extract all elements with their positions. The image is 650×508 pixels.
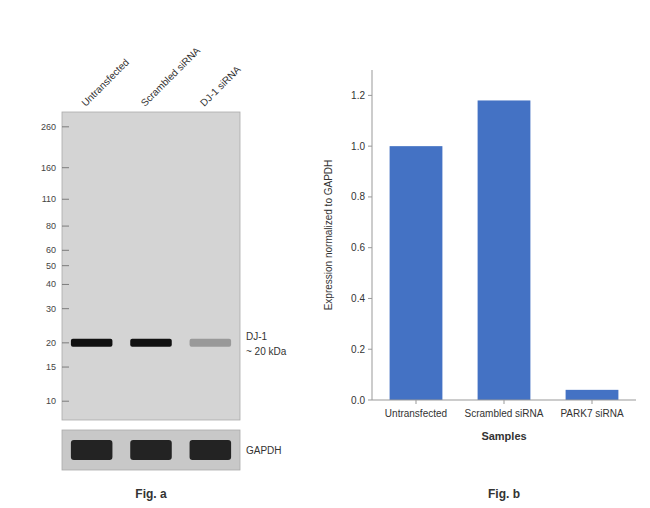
bars xyxy=(390,100,619,400)
y-tick-label: 0.6 xyxy=(351,242,365,253)
x-tick-label: PARK7 siRNA xyxy=(560,408,623,419)
ladder-label: 30 xyxy=(46,304,56,314)
x-tick xyxy=(416,400,417,404)
band xyxy=(130,339,172,347)
y-tick-label: 1.0 xyxy=(351,141,365,152)
lane-label: Scrambled siRNA xyxy=(139,45,203,109)
gapdh-band xyxy=(71,440,113,460)
y-tick xyxy=(368,95,372,96)
y-tick xyxy=(368,349,372,350)
lane-label: DJ-1 siRNA xyxy=(198,63,243,108)
bar xyxy=(390,146,443,400)
figure: 2601601108060504030201510UntransfectedSc… xyxy=(0,0,650,508)
ladder-tick xyxy=(62,265,69,266)
band xyxy=(71,339,113,347)
background xyxy=(0,0,650,508)
ladder-tick xyxy=(62,342,69,343)
gapdh-band xyxy=(190,440,232,460)
band xyxy=(190,339,232,347)
panel-label: Fig. b xyxy=(488,487,520,501)
annotation: DJ-1 xyxy=(246,331,268,342)
y-tick xyxy=(368,196,372,197)
ladder-label: 260 xyxy=(41,122,56,132)
y-tick-label: 0.0 xyxy=(351,395,365,406)
y-tick xyxy=(368,298,372,299)
ladder-tick xyxy=(62,308,69,309)
bar xyxy=(566,390,619,400)
ladder-label: 110 xyxy=(42,194,56,204)
gapdh-band xyxy=(130,440,172,460)
y-tick xyxy=(368,247,372,248)
panel-label: Fig. a xyxy=(135,487,167,501)
gel xyxy=(62,112,240,420)
ladder-label: 160 xyxy=(41,163,56,173)
gapdh-strip xyxy=(62,430,240,470)
ladder-tick xyxy=(62,199,69,200)
blot-panel: 260 160 110 80 60 50 40 30 20 15 10 UntransfectedSc… xyxy=(41,45,287,501)
y-axis xyxy=(372,70,373,400)
bar xyxy=(478,100,531,400)
ladder-label: 15 xyxy=(46,362,56,372)
x-tick-label: Scrambled siRNA xyxy=(465,408,544,419)
x-tick xyxy=(592,400,593,404)
y-axis-label: Expression normalized to GAPDH xyxy=(323,160,334,311)
ladder-tick xyxy=(62,126,69,127)
x-tick-label: Untransfected xyxy=(385,408,447,419)
y-tick xyxy=(368,146,372,147)
annotation: GAPDH xyxy=(246,445,282,456)
x-tick xyxy=(504,400,505,404)
bar-panel: 0.0 0.2 0.4 0.6 0.8 1.0 1.2 Untransfected Scramb… xyxy=(323,70,636,501)
y-tick-label: 0.2 xyxy=(351,344,365,355)
ladder-tick xyxy=(62,167,69,168)
y-tick-label: 0.4 xyxy=(351,293,365,304)
y-tick xyxy=(368,400,372,401)
ladder-label: 20 xyxy=(46,338,56,348)
ladder-label: 10 xyxy=(46,396,56,406)
ladder-tick xyxy=(62,284,69,285)
annotation: ~ 20 kDa xyxy=(246,346,287,357)
ladder-tick xyxy=(62,250,69,251)
ladder-tick xyxy=(62,401,69,402)
y-tick-label: 1.2 xyxy=(351,90,365,101)
ladder-label: 80 xyxy=(46,221,56,231)
ladder-label: 60 xyxy=(46,245,56,255)
x-axis-label: Samples xyxy=(481,430,526,442)
lane-label: Untransfected xyxy=(79,57,131,109)
ladder-tick xyxy=(62,367,69,368)
ladder-label: 40 xyxy=(46,279,56,289)
ladder-tick xyxy=(62,226,69,227)
y-tick-label: 0.8 xyxy=(351,191,365,202)
bands xyxy=(71,339,231,347)
ladder-label: 50 xyxy=(46,261,56,271)
